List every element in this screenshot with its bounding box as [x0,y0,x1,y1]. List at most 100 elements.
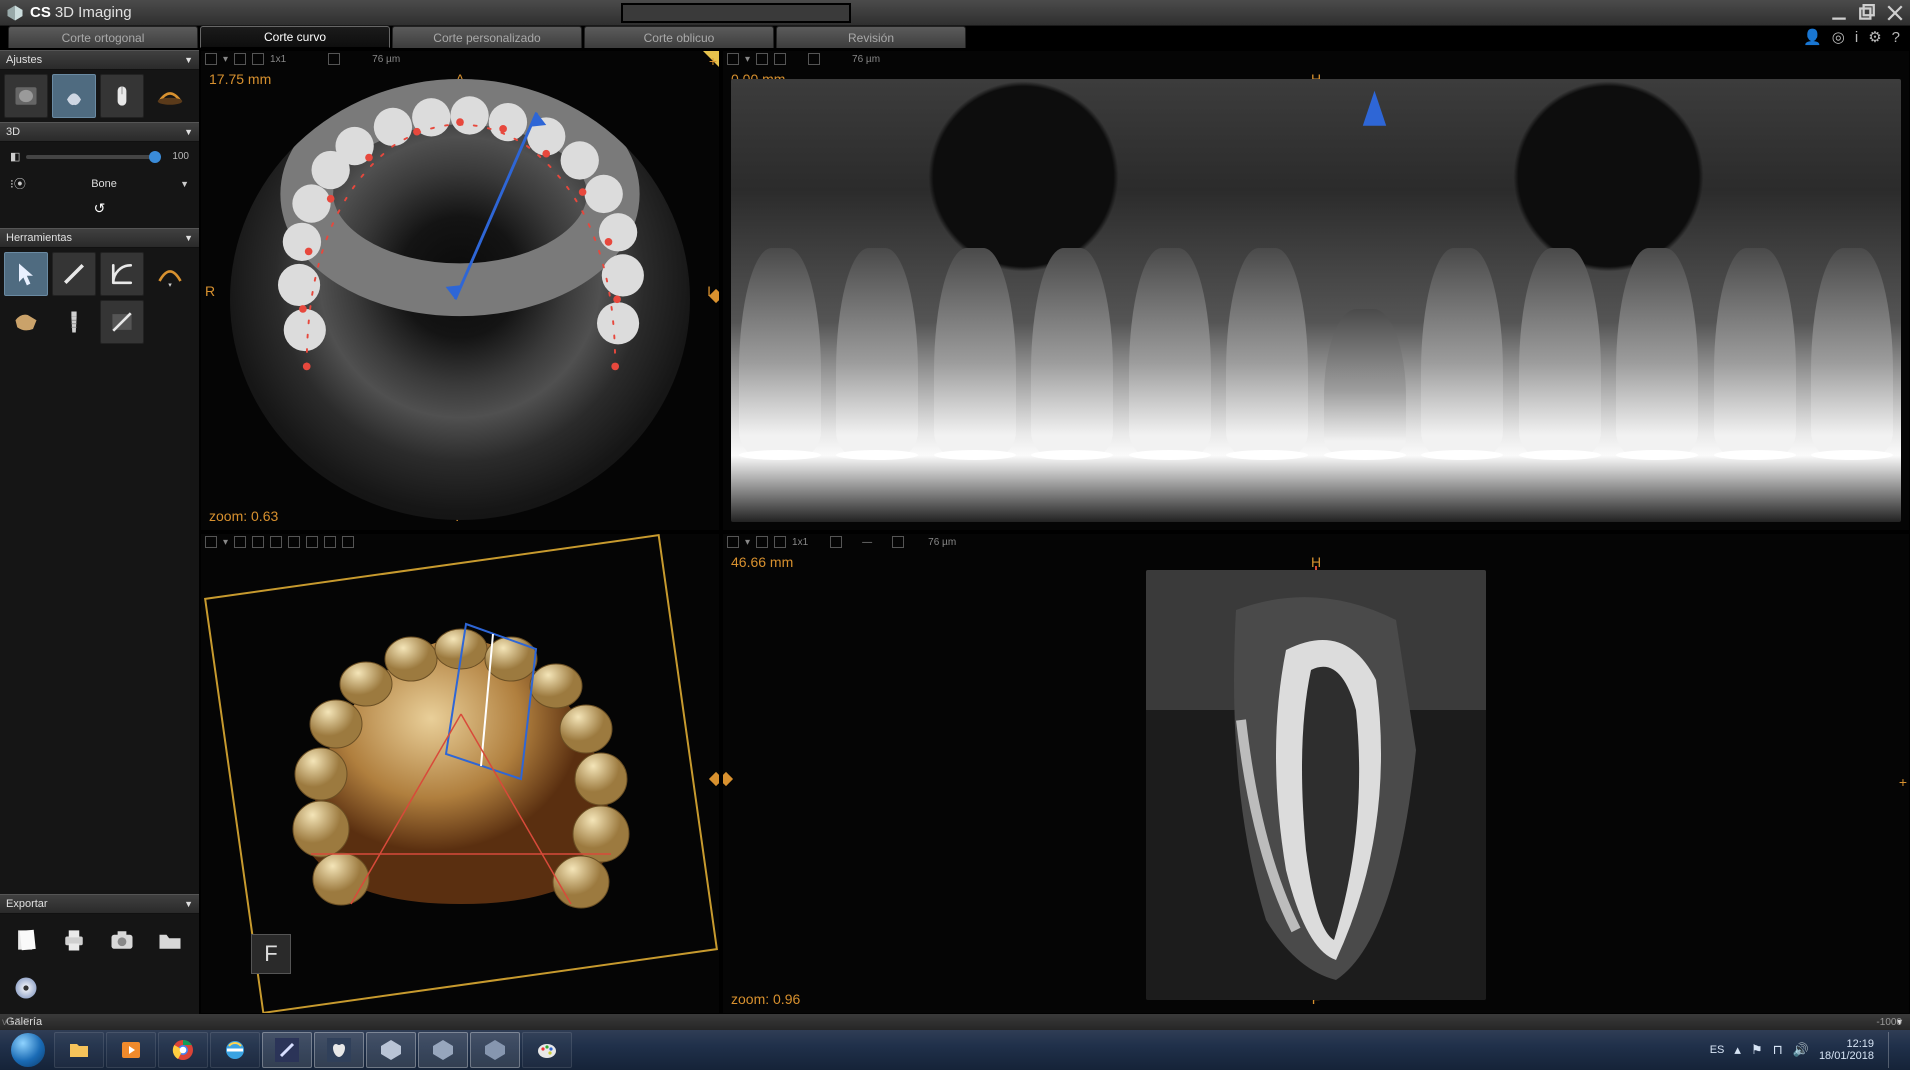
viewport-panoramic[interactable]: ▾ 76 µm 0.00 mm H F zoom: 0.96 [722,50,1910,531]
tab-orthogonal[interactable]: Corte ortogonal [8,26,198,48]
sidebar: Ajustes ▼ 3D ▼ ◧ 100 ⁝⦿ Bone ▼ [0,50,200,1014]
plus-icon: + [1899,774,1907,790]
reset-icon: ↺ [94,200,106,216]
taskbar-cs3d-3[interactable] [366,1032,416,1068]
export-snapshot[interactable] [100,918,144,962]
tray-flag-icon[interactable]: ⚑ [1751,1042,1763,1058]
save-icon[interactable] [205,536,217,548]
panel-3d-header[interactable]: 3D ▼ [0,122,199,142]
tray-network-icon[interactable]: ⊓ [1773,1042,1783,1058]
settings-icon[interactable]: ⚙ [1868,28,1881,46]
patient-icon[interactable]: 👤 [1803,28,1822,46]
render-teeth [271,604,651,944]
title-search-box[interactable] [621,3,851,23]
preset-mip-button[interactable] [4,74,48,118]
maximize-button[interactable] [1858,4,1876,22]
save-icon[interactable] [727,53,739,65]
show-desktop[interactable] [1888,1032,1900,1068]
tool-arch[interactable]: ▾ [148,252,192,296]
panel-ajustes-header[interactable]: Ajustes ▼ [0,50,199,70]
export-report[interactable] [4,918,48,962]
preset-bone-button[interactable] [52,74,96,118]
panel-gallery-header[interactable]: Galería ▼ [0,1014,1910,1030]
tray-up-icon[interactable]: ▴ [1734,1042,1741,1058]
tab-custom[interactable]: Corte personalizado [392,26,582,48]
window-controls [1830,4,1904,22]
taskbar-cs3d-2[interactable] [314,1032,364,1068]
l6-icon[interactable] [324,536,336,548]
plus-icon: + [709,53,717,69]
tool-pointer[interactable] [4,252,48,296]
viewport-cross[interactable]: ▾ 1x1 — 76 µm 46.66 mm H F zoom: 0.96 + [722,533,1910,1014]
preset-label: Bone [28,178,180,190]
tool-annotation[interactable] [100,300,144,344]
taskbar-cs3d-4[interactable] [418,1032,468,1068]
taskbar-chrome[interactable] [158,1032,208,1068]
tray-volume-icon[interactable]: 🔊 [1793,1042,1809,1058]
render-F-badge: F [251,934,291,974]
cross-zoom: zoom: 0.96 [731,991,800,1007]
l3-icon[interactable] [270,536,282,548]
help-icon[interactable]: ? [1892,29,1900,46]
reset-button[interactable]: ↺ [4,196,195,224]
minimize-button[interactable] [1830,4,1848,22]
layout2-icon[interactable] [252,53,264,65]
tool-ruler[interactable] [52,252,96,296]
l4-icon[interactable] [288,536,300,548]
tray-clock[interactable]: 12:19 18/01/2018 [1819,1038,1874,1062]
tool-mandible[interactable] [4,300,48,344]
brightness-label: -1000 [1876,1017,1902,1028]
taskbar-explorer[interactable] [54,1032,104,1068]
panel-tools-body: ▾ [0,248,199,348]
l1-icon[interactable] [234,536,246,548]
tray-lang[interactable]: ES [1710,1044,1725,1056]
taskbar-cs3d-5[interactable] [470,1032,520,1068]
pano-toolbar: ▾ 76 µm [727,53,880,65]
save-icon[interactable] [205,53,217,65]
export-print[interactable] [52,918,96,962]
panel-export-header[interactable]: Exportar ▼ [0,894,199,914]
axial-ct-image [230,79,690,520]
l2-icon[interactable] [252,536,264,548]
taskbar-cs3d-1[interactable] [262,1032,312,1068]
render-preset-dropdown[interactable]: ⁝⦿ Bone ▼ [4,171,195,196]
viewport-axial[interactable]: ▾ 1x1 76 µm 17.75 mm A P R L + zoom: 0.6… [200,50,720,531]
slider-thumb[interactable] [149,151,161,163]
target-icon[interactable]: ◎ [1832,28,1845,46]
layout-icon[interactable] [234,53,246,65]
l7-icon[interactable] [342,536,354,548]
layout-icon[interactable] [756,53,768,65]
microns2-icon[interactable] [892,536,904,548]
layout-icon[interactable] [756,536,768,548]
chevron-down-icon: ▼ [184,127,193,137]
tab-review[interactable]: Revisión [776,26,966,48]
close-button[interactable] [1886,4,1904,22]
taskbar-media[interactable] [106,1032,156,1068]
microns-icon[interactable] [328,53,340,65]
tray-time: 12:19 [1819,1038,1874,1050]
tab-curved[interactable]: Corte curvo [200,26,390,48]
microns-icon[interactable] [808,53,820,65]
cross-image [1146,570,1486,1000]
save-icon[interactable] [727,536,739,548]
layout2-icon[interactable] [774,536,786,548]
tab-oblique[interactable]: Corte oblicuo [584,26,774,48]
viewport-3d[interactable]: ▾ [200,533,720,1014]
preset-arch-button[interactable] [148,74,192,118]
tool-implant[interactable] [52,300,96,344]
start-button[interactable] [4,1032,52,1068]
opacity-slider[interactable]: ◧ 100 [4,146,195,171]
export-disc[interactable] [4,966,48,1010]
microns-icon[interactable] [830,536,842,548]
tool-angle[interactable] [100,252,144,296]
preset-mouse-button[interactable] [100,74,144,118]
panel-tools-header[interactable]: Herramientas ▼ [0,228,199,248]
l5-icon[interactable] [306,536,318,548]
taskbar-paint[interactable] [522,1032,572,1068]
export-folder[interactable] [148,918,192,962]
taskbar-ie[interactable] [210,1032,260,1068]
layout2-icon[interactable] [774,53,786,65]
info-icon[interactable]: i [1855,29,1858,46]
slider-track[interactable] [26,155,161,159]
app-title-cs: CS [30,4,51,21]
